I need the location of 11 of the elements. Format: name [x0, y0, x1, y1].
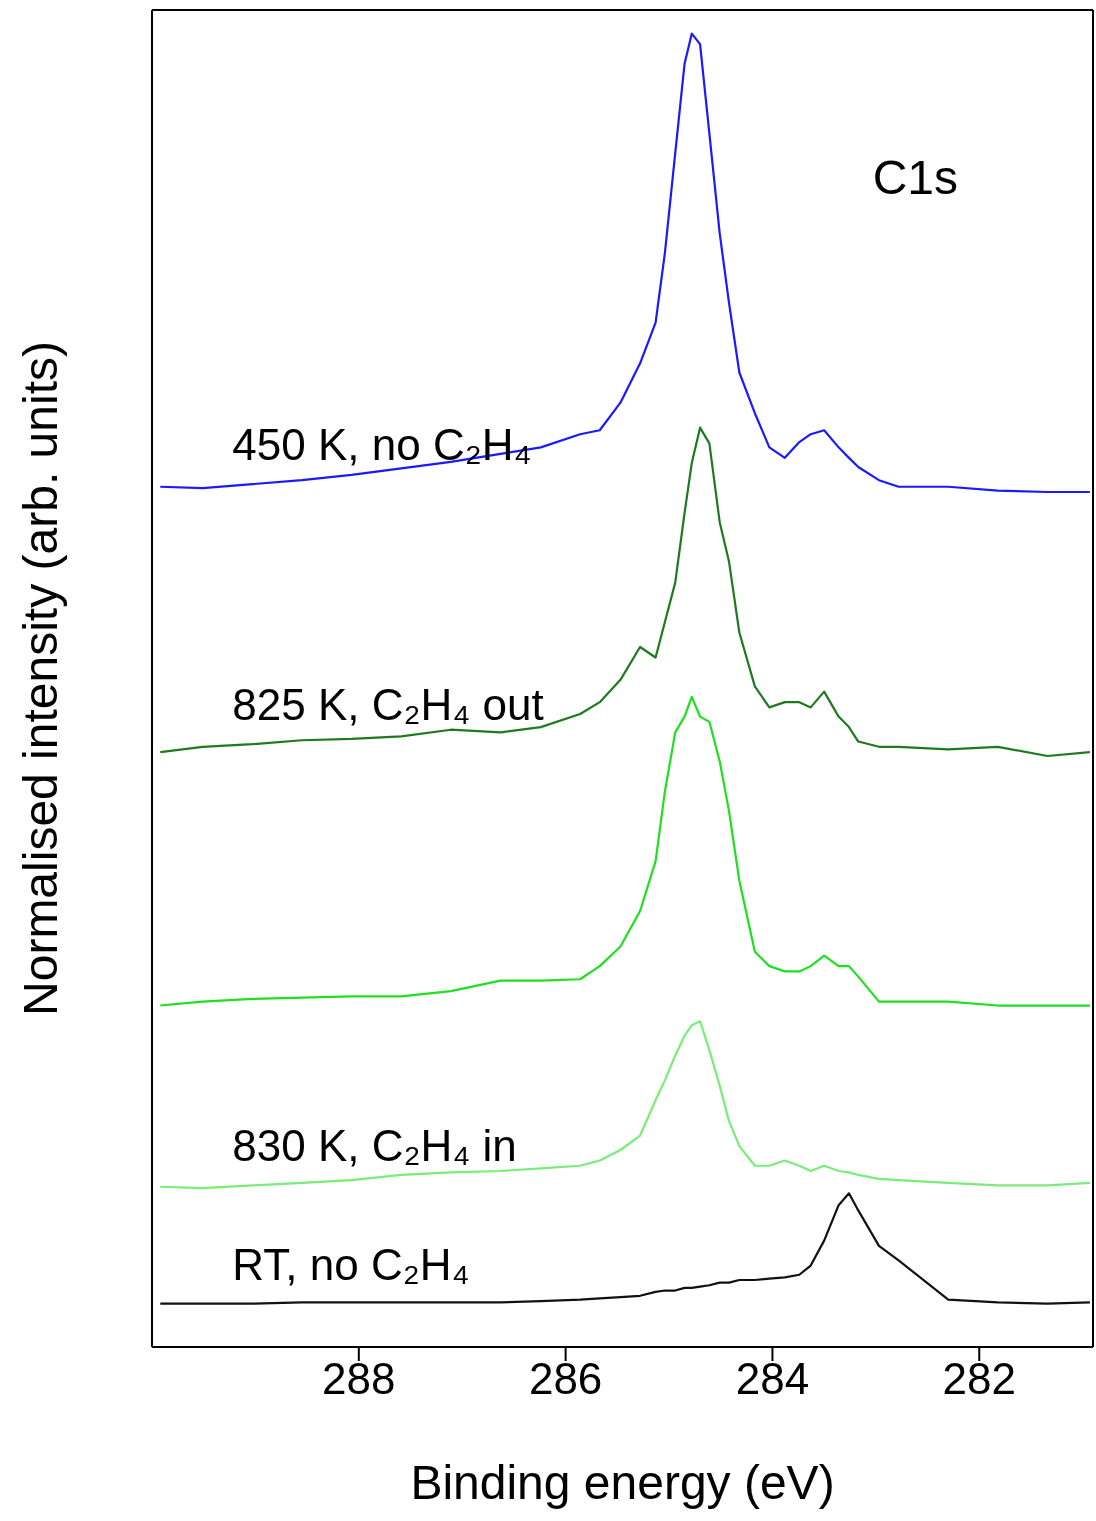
x-tick-label: 286	[528, 1354, 603, 1404]
series-label: 450 K, no C₂H₄	[232, 420, 532, 470]
series-label: 830 K, C₂H₄ in	[232, 1121, 517, 1171]
x-axis-title: Binding energy (eV)	[410, 1456, 835, 1509]
x-tick-label: 282	[942, 1354, 1016, 1404]
y-axis-title: Normalised intensity (arb. units)	[14, 341, 68, 1016]
annotation: C1s	[872, 150, 958, 206]
series-label: RT, no C₂H₄	[232, 1239, 470, 1289]
x-tick-label: 284	[735, 1354, 810, 1404]
series-label: 825 K, C₂H₄ out	[232, 680, 544, 730]
x-tick-label: 288	[322, 1354, 396, 1404]
